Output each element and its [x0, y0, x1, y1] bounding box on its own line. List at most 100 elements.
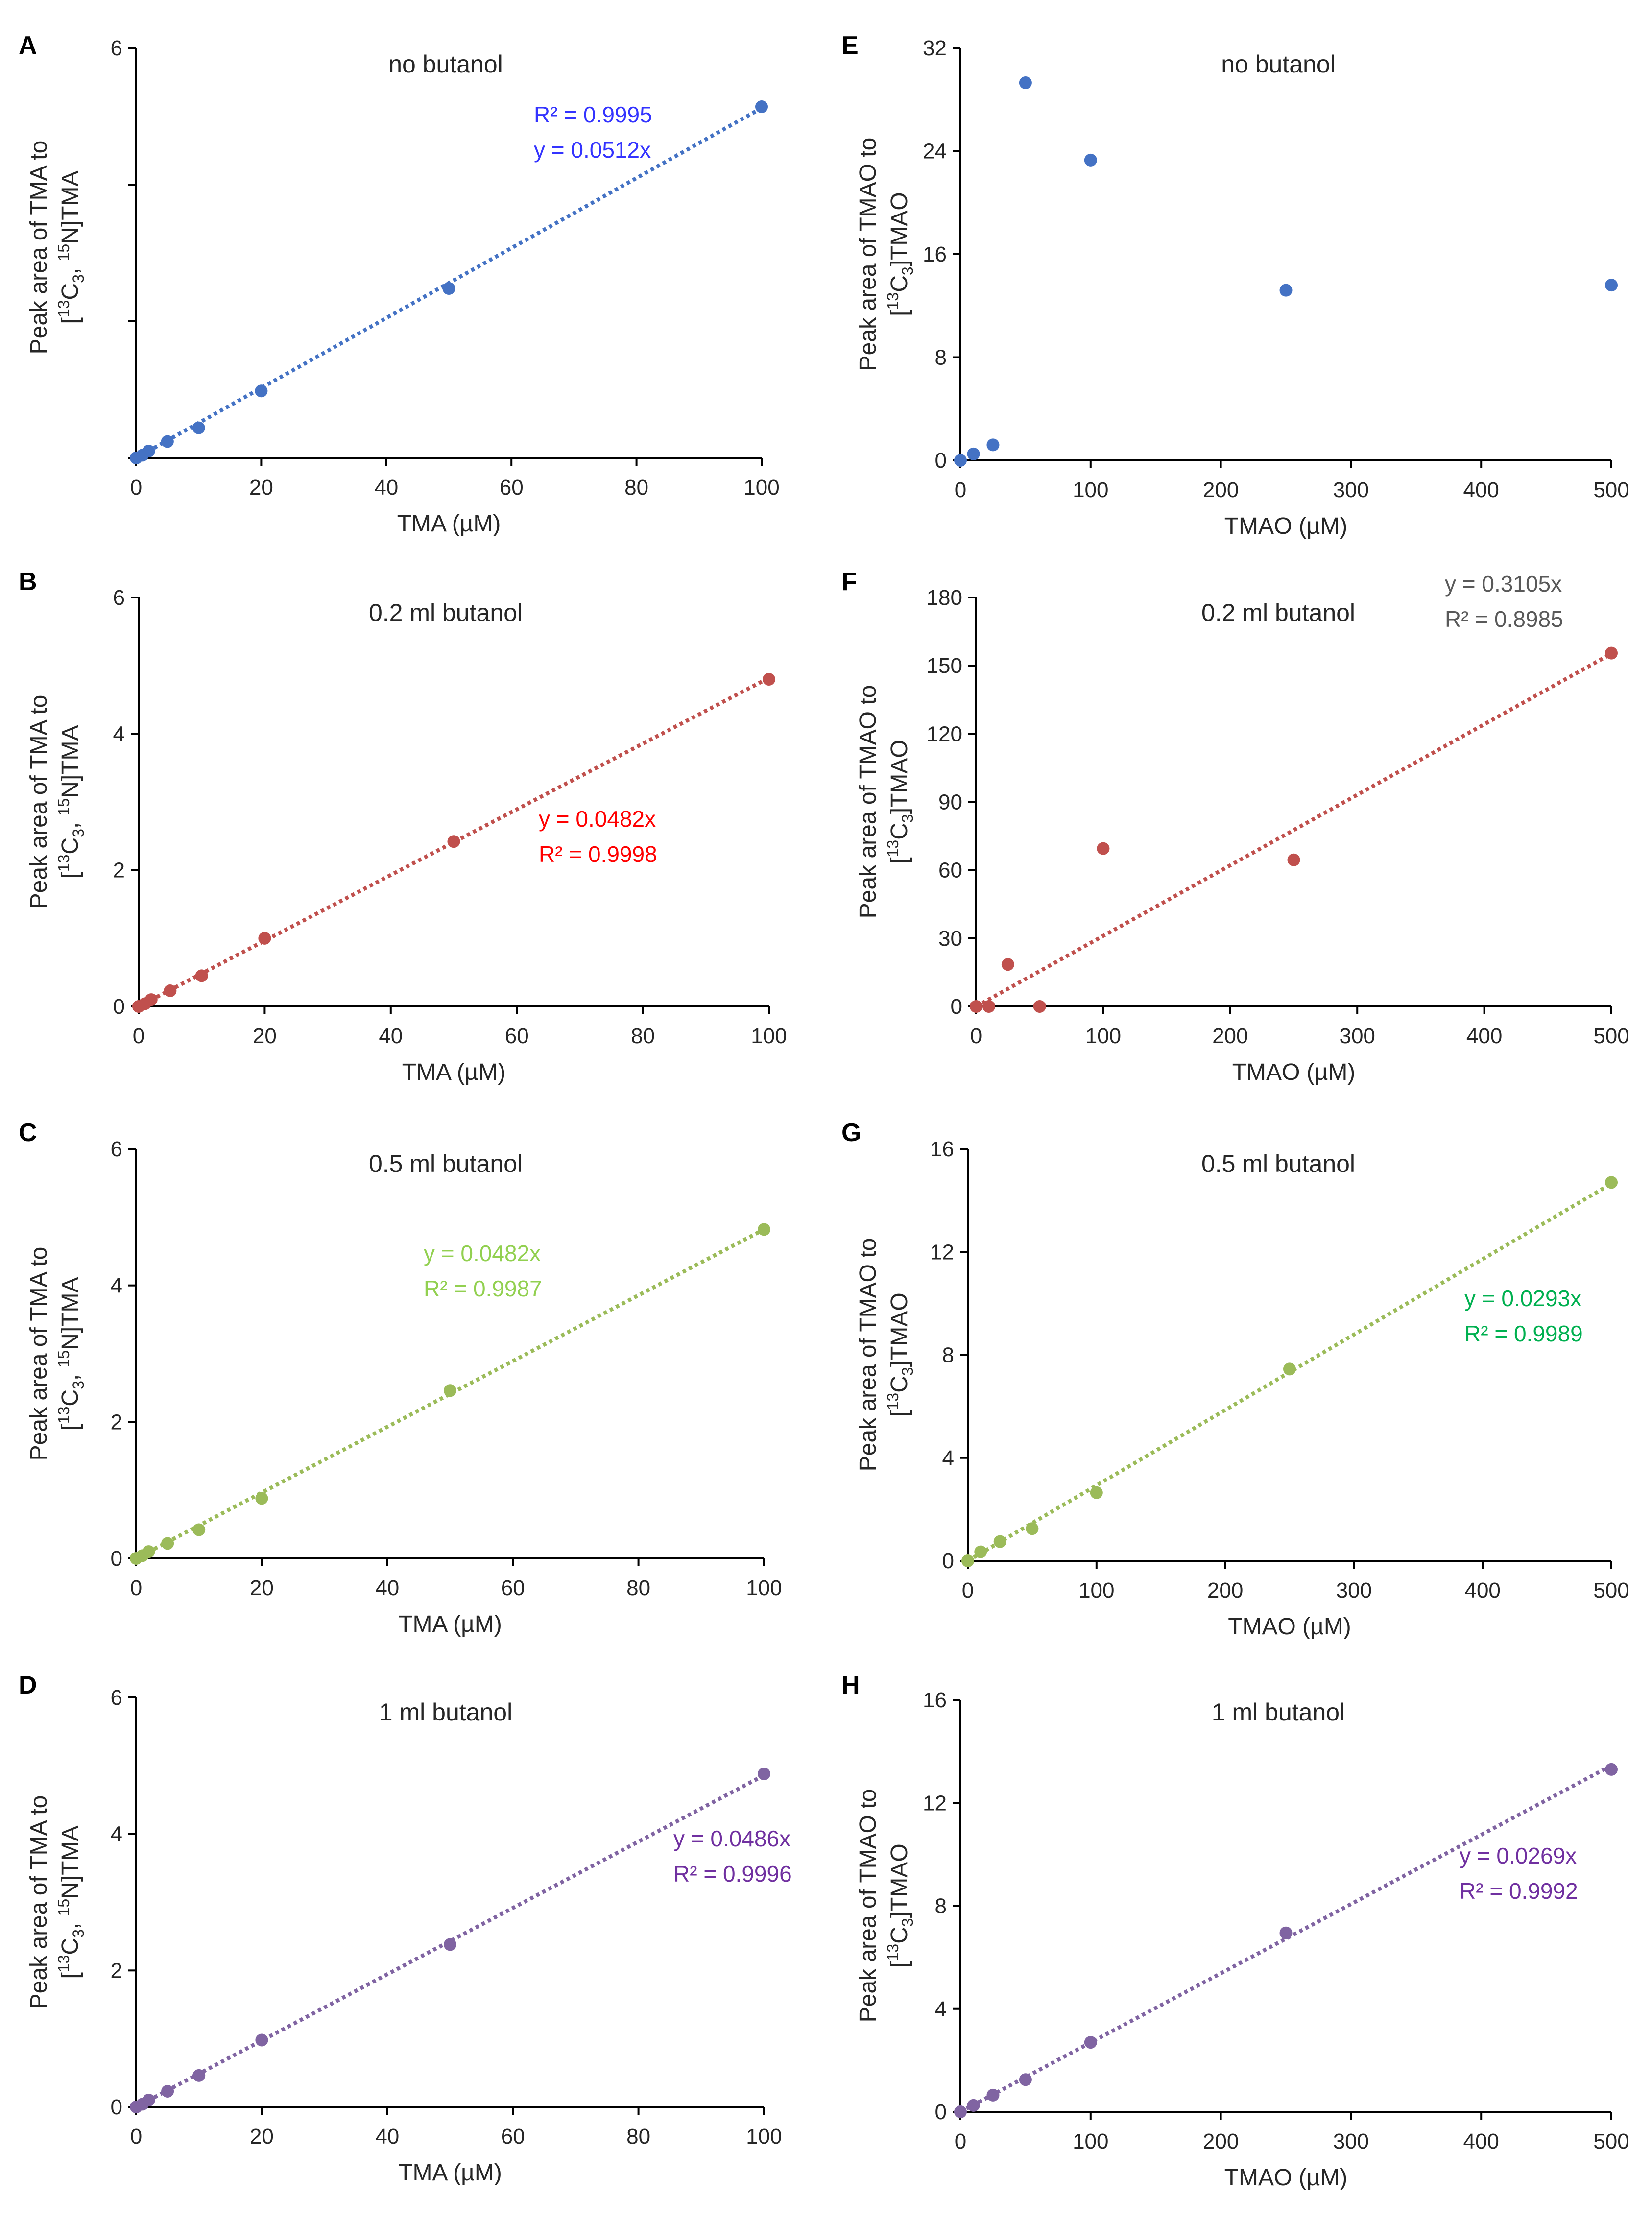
y-axis-title: Peak area of TMA to [13C3, 15N]TMA [26, 141, 87, 355]
x-tick-label: 80 [624, 476, 648, 500]
x-tick-label: 300 [1333, 2129, 1369, 2153]
y-axis-title: Peak area of TMAO to [13C3]TMAO [855, 138, 916, 371]
chart-title: no butanol [1221, 50, 1336, 78]
data-point [1097, 842, 1110, 855]
data-point [192, 1523, 206, 1536]
data-point [161, 1537, 174, 1550]
x-tick-label: 100 [743, 476, 779, 500]
x-tick-label: 0 [133, 1024, 144, 1048]
x-tick-label: 500 [1593, 478, 1629, 502]
y-tick-label: 6 [111, 1137, 122, 1161]
y-tick-label: 4 [113, 722, 125, 746]
y-tick-label: 0 [935, 449, 947, 473]
trendline-annotation: y = 0.0269x [1460, 1843, 1577, 1868]
x-axis-title: TMAO (µM) [1224, 513, 1348, 539]
x-tick-label: 40 [375, 1576, 399, 1600]
data-point [1279, 284, 1293, 297]
data-point [1605, 1763, 1618, 1776]
y-tick-label: 4 [111, 1822, 122, 1846]
data-point [1605, 1176, 1618, 1189]
data-point [1287, 853, 1300, 866]
x-tick-label: 60 [501, 1576, 525, 1600]
data-point [758, 1768, 770, 1781]
y-tick-label: 2 [113, 859, 125, 883]
data-point [1001, 958, 1014, 971]
trendline-annotation: R² = 0.8985 [1445, 606, 1563, 632]
y-tick-label: 0 [111, 2095, 122, 2119]
x-tick-label: 200 [1203, 2129, 1239, 2153]
trendline-annotation: R² = 0.9987 [424, 1276, 542, 1301]
trendline-annotation: y = 0.0486x [673, 1826, 790, 1851]
x-tick-label: 80 [631, 1024, 655, 1048]
data-point [444, 1938, 456, 1951]
x-tick-label: 0 [130, 476, 142, 500]
trendline-annotation: y = 0.0293x [1464, 1286, 1581, 1311]
x-axis-title: TMAO (µM) [1228, 1614, 1351, 1640]
data-point [1090, 1486, 1103, 1499]
y-tick-label: 90 [938, 790, 962, 814]
x-axis-title: TMAO (µM) [1232, 1059, 1356, 1085]
data-point [1084, 2036, 1097, 2049]
y-tick-label: 24 [923, 140, 947, 164]
data-point [255, 384, 268, 398]
data-point [192, 2069, 206, 2082]
y-tick-label: 180 [927, 586, 962, 610]
data-point [986, 2088, 1000, 2102]
trendline [135, 1227, 765, 1560]
x-tick-label: 100 [746, 2125, 782, 2149]
data-point [986, 438, 1000, 452]
data-point [255, 2033, 268, 2047]
y-tick-label: 4 [111, 1274, 122, 1298]
x-tick-label: 20 [250, 1576, 274, 1600]
trendline [138, 676, 770, 1008]
x-tick-label: 40 [374, 476, 398, 500]
x-tick-label: 0 [130, 1576, 142, 1600]
trendline-annotation: R² = 0.9996 [673, 1861, 792, 1887]
data-point [142, 2094, 155, 2107]
x-tick-label: 0 [955, 478, 966, 502]
y-tick-label: 6 [111, 1686, 122, 1710]
x-tick-label: 20 [253, 1024, 277, 1048]
x-tick-label: 100 [1085, 1024, 1121, 1048]
y-tick-label: 6 [111, 36, 122, 60]
x-axis-title: TMA (µM) [398, 2160, 502, 2186]
trendline-annotation: y = 0.0482x [424, 1241, 541, 1266]
x-tick-label: 60 [500, 476, 524, 500]
panel-letter: H [841, 1671, 860, 1699]
y-tick-label: 4 [942, 1446, 954, 1470]
data-point [142, 1545, 155, 1558]
data-point [195, 969, 208, 982]
y-tick-label: 120 [927, 722, 962, 746]
x-tick-label: 500 [1593, 1024, 1629, 1048]
data-point [1605, 646, 1618, 660]
y-tick-label: 16 [930, 1137, 954, 1161]
chart-title: no butanol [388, 50, 503, 78]
panel-letter: B [19, 568, 37, 596]
trendline-annotation: R² = 0.9995 [534, 102, 652, 127]
trendline-annotation: y = 0.0512x [534, 137, 651, 163]
x-tick-label: 100 [751, 1024, 787, 1048]
data-point [1084, 153, 1097, 167]
data-point [763, 673, 775, 686]
data-point [161, 435, 174, 448]
x-axis-title: TMA (µM) [402, 1059, 506, 1085]
x-tick-label: 40 [375, 2125, 399, 2149]
data-point [1033, 1000, 1046, 1013]
y-tick-label: 150 [927, 654, 962, 678]
x-tick-label: 20 [250, 2125, 274, 2149]
y-tick-label: 12 [930, 1240, 954, 1264]
data-point [974, 1545, 987, 1558]
panel-g: G 0.5 ml butanol 0 4 8 12 16 0 100 200 300 400 500 TM… [841, 1119, 1629, 1640]
data-point [954, 454, 967, 467]
data-point [1283, 1362, 1296, 1376]
y-tick-label: 30 [938, 927, 962, 951]
data-point [1019, 76, 1032, 90]
y-tick-label: 0 [935, 2100, 947, 2124]
x-tick-label: 20 [249, 476, 273, 500]
panel-letter: E [841, 31, 859, 60]
x-tick-label: 300 [1339, 1024, 1375, 1048]
